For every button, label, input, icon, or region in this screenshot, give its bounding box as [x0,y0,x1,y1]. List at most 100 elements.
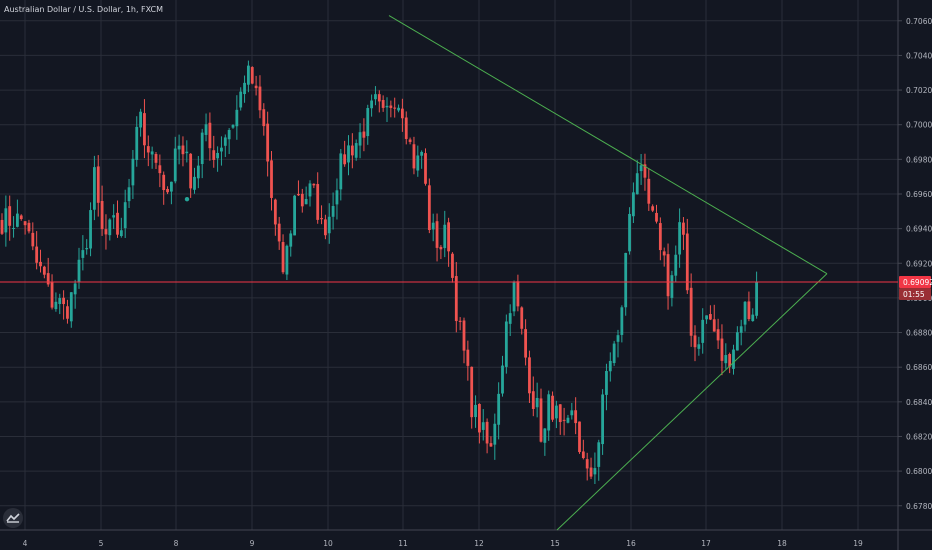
candle-body [127,187,131,202]
candle-body [81,250,85,258]
candle-body [227,130,231,140]
candle-body [435,221,439,248]
candle-body [674,254,678,276]
tradingview-logo-icon[interactable] [3,508,23,528]
candle-body [616,335,620,342]
candle-body [366,108,370,137]
candle-body [327,216,331,234]
time-axis-label: 19 [853,539,863,548]
candle-body [685,233,689,291]
candle-body [462,320,466,351]
candle-body [589,467,593,477]
candle-body [578,421,581,453]
candle-body [66,306,69,319]
candle-body [85,248,89,250]
candle-body [504,321,508,367]
candle-body [293,195,296,236]
price-axis-label: 0.70600 [906,17,932,26]
candle-body [424,153,427,184]
candle-body [100,201,104,230]
candle-body [247,65,250,85]
candle-body [162,174,166,191]
candle-body [612,343,616,364]
candlestick-series [0,60,758,484]
candle-body [712,319,716,332]
candle-body [316,184,320,220]
candle-body [605,371,608,395]
candle-body [732,349,735,369]
candle-body [27,222,31,232]
candle-body [166,189,169,193]
candle-body [689,287,693,336]
candle-body [104,229,108,235]
candle-body [331,206,335,217]
candle-body [608,360,612,372]
candle-body [189,153,193,189]
candle-body [427,185,431,231]
candle-body [285,245,289,275]
candle-body [23,221,27,226]
candle-body [593,468,597,475]
candle-body [196,165,200,179]
candle-body [297,193,300,196]
candle-body [54,301,58,310]
candle-body [350,145,354,156]
candle-body [404,117,408,139]
candle-body [273,199,277,225]
candle-body [12,227,15,229]
candle-body [574,410,578,424]
candle-body [385,105,389,108]
candle-body [304,198,308,205]
candle-body [389,105,393,108]
candle-body [135,126,139,160]
candle-body [639,165,643,172]
candle-body [108,219,112,236]
candle-body [339,153,343,190]
candle-body [701,319,705,343]
candle-body [96,166,100,203]
candle-body [647,178,651,204]
candle-body [377,94,381,102]
candle-body [439,246,443,250]
candle-body [281,242,285,273]
candle-body [358,132,362,146]
candle-body [154,154,158,163]
candle-body [401,108,404,119]
candle-body [709,314,712,320]
candle-body [216,152,219,159]
candle-body [300,193,304,207]
candle-body [131,158,135,186]
candle-body [501,365,504,394]
candle-body [478,403,481,433]
candle-body [451,253,454,278]
candle-body [185,151,189,154]
candle-body [458,320,462,322]
drawing-annotations: 0.69092 01:55 [0,15,932,531]
candle-body [662,251,666,256]
candle-body [208,122,212,149]
trendline-lower [556,273,828,531]
candle-body [89,210,92,249]
time-axis-label: 5 [99,539,104,548]
candle-body [716,329,720,341]
candle-body [412,144,416,169]
candle-body [258,86,262,111]
candle-body [420,151,424,156]
candle-body [524,329,527,358]
candle-body [112,215,116,218]
candle-body [755,281,758,316]
candle-body [235,109,239,127]
candle-body [624,252,628,308]
candle-body [254,85,258,89]
candle-body [728,353,732,367]
candle-body [324,219,327,236]
candle-body [262,109,266,127]
candle-body [481,422,485,430]
candle-body [308,183,312,197]
